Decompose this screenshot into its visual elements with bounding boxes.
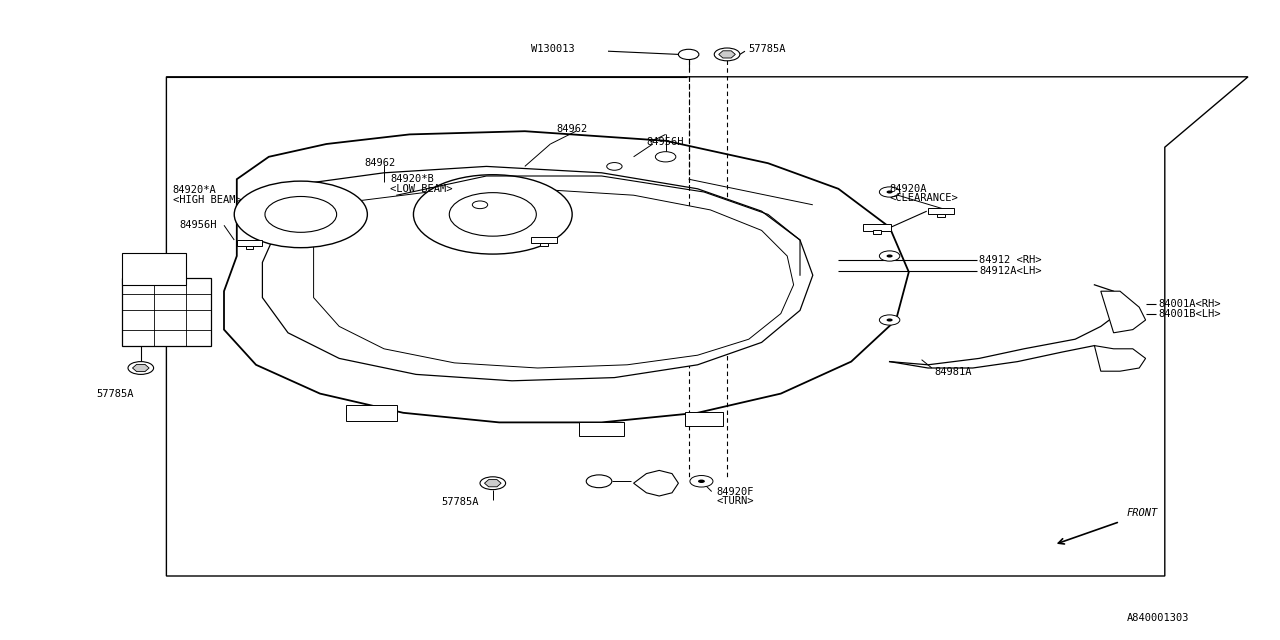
Bar (246, 246, 253, 249)
Bar (346, 405, 397, 421)
Text: <LOW BEAM>: <LOW BEAM> (390, 184, 453, 194)
Circle shape (413, 175, 572, 254)
Circle shape (449, 193, 536, 236)
Circle shape (234, 181, 367, 248)
Text: FRONT: FRONT (1126, 508, 1157, 518)
Circle shape (887, 319, 892, 321)
Polygon shape (1094, 346, 1146, 371)
Text: 57785A: 57785A (749, 44, 786, 54)
Polygon shape (1101, 291, 1146, 333)
Circle shape (887, 191, 892, 193)
Polygon shape (262, 166, 813, 381)
Text: 84001A<RH>: 84001A<RH> (1158, 299, 1221, 309)
Circle shape (586, 475, 612, 488)
Bar (685, 412, 723, 426)
Circle shape (472, 201, 488, 209)
Text: <TURN>: <TURN> (717, 496, 754, 506)
Polygon shape (719, 51, 735, 58)
Bar (579, 422, 623, 436)
Polygon shape (485, 479, 502, 487)
Text: 84956H: 84956H (646, 137, 684, 147)
Text: W130013: W130013 (531, 44, 575, 54)
Circle shape (879, 251, 900, 261)
Circle shape (480, 477, 506, 490)
Circle shape (887, 255, 892, 257)
Circle shape (698, 479, 705, 483)
Circle shape (690, 476, 713, 487)
Circle shape (265, 196, 337, 232)
Circle shape (714, 48, 740, 61)
Circle shape (879, 315, 900, 325)
Text: 84920*A: 84920*A (173, 185, 216, 195)
Text: 84912A<LH>: 84912A<LH> (979, 266, 1042, 276)
Bar (122, 278, 211, 346)
Bar (540, 243, 548, 246)
Polygon shape (133, 364, 148, 372)
Bar (531, 237, 557, 243)
Text: A840001303: A840001303 (1126, 612, 1189, 623)
Bar (237, 240, 262, 246)
Circle shape (655, 152, 676, 162)
Circle shape (879, 187, 900, 197)
Polygon shape (224, 131, 909, 422)
Circle shape (678, 49, 699, 60)
Circle shape (607, 163, 622, 170)
Polygon shape (634, 470, 678, 496)
Text: 57785A: 57785A (442, 497, 479, 508)
Text: 84920*B: 84920*B (390, 174, 434, 184)
Text: 84920A: 84920A (890, 184, 927, 194)
Bar (863, 223, 891, 231)
Text: 84001B<LH>: 84001B<LH> (1158, 308, 1221, 319)
Bar (122, 253, 186, 285)
Text: <HIGH BEAM>: <HIGH BEAM> (173, 195, 242, 205)
Text: 57785A: 57785A (96, 388, 133, 399)
Bar (928, 208, 954, 214)
Circle shape (128, 362, 154, 374)
Text: <CLEARANCE>: <CLEARANCE> (890, 193, 959, 204)
Bar (937, 214, 945, 217)
Bar (873, 230, 881, 234)
Text: 84962: 84962 (557, 124, 588, 134)
Text: 84962: 84962 (365, 158, 396, 168)
Text: 84981A: 84981A (934, 367, 972, 378)
Text: 84956H: 84956H (179, 220, 216, 230)
Text: 84912 <RH>: 84912 <RH> (979, 255, 1042, 266)
Polygon shape (314, 189, 794, 368)
Text: 84920F: 84920F (717, 486, 754, 497)
